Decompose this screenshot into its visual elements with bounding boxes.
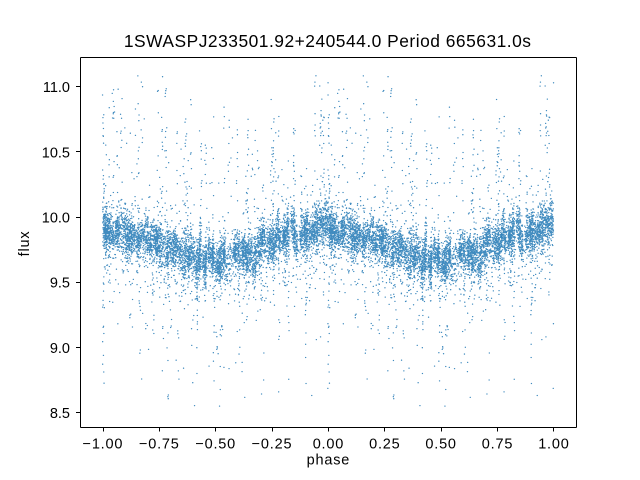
svg-text:flux: flux xyxy=(17,231,33,257)
svg-text:10.0: 10.0 xyxy=(42,211,70,227)
svg-text:1.00: 1.00 xyxy=(538,436,569,452)
svg-text:8.5: 8.5 xyxy=(50,406,70,422)
svg-text:0.00: 0.00 xyxy=(313,436,344,452)
svg-text:10.5: 10.5 xyxy=(42,145,70,161)
svg-text:9.0: 9.0 xyxy=(50,341,70,357)
svg-text:−0.50: −0.50 xyxy=(195,436,236,452)
svg-text:−0.75: −0.75 xyxy=(139,436,180,452)
svg-text:−0.25: −0.25 xyxy=(252,436,293,452)
svg-text:11.0: 11.0 xyxy=(43,80,70,96)
svg-text:9.5: 9.5 xyxy=(50,276,70,292)
svg-text:0.75: 0.75 xyxy=(482,436,513,452)
svg-text:1SWASPJ233501.92+240544.0 Peri: 1SWASPJ233501.92+240544.0 Period 665631.… xyxy=(124,31,532,51)
svg-text:phase: phase xyxy=(307,453,351,469)
svg-text:0.25: 0.25 xyxy=(369,436,400,452)
svg-text:0.50: 0.50 xyxy=(425,436,456,452)
svg-text:−1.00: −1.00 xyxy=(83,436,124,452)
